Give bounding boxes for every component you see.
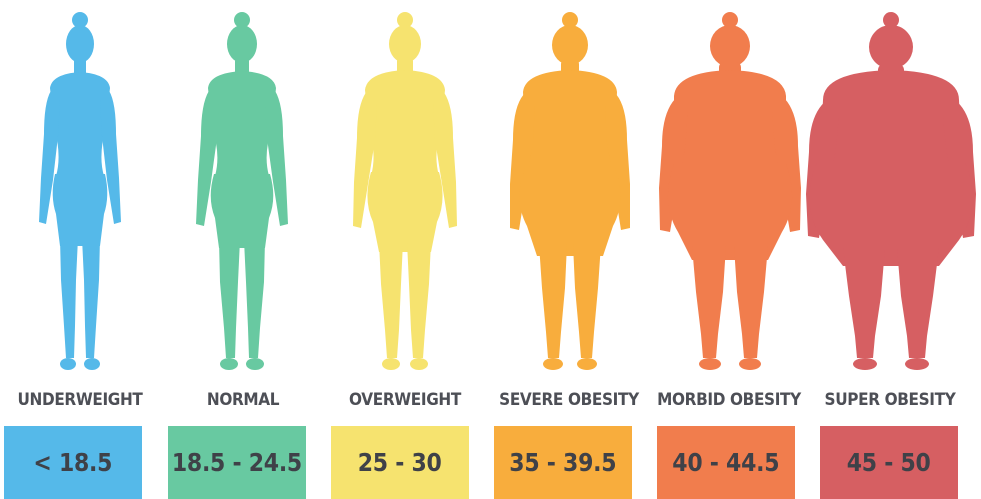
category-label-morbid-obesity: MORBID OBESITY bbox=[657, 390, 801, 410]
super-obesity-silhouette bbox=[803, 8, 979, 380]
overweight-silhouette bbox=[335, 8, 475, 380]
range-value-normal: 18.5 - 24.5 bbox=[171, 448, 303, 477]
morbid-obesity-silhouette bbox=[650, 8, 810, 380]
normal-silhouette bbox=[177, 8, 307, 380]
range-box-morbid-obesity: 40 - 44.5 bbox=[657, 426, 795, 499]
silhouette-svg bbox=[659, 12, 801, 370]
range-value-overweight: 25 - 30 bbox=[358, 448, 442, 477]
category-label-super-obesity: SUPER OBESITY bbox=[824, 390, 956, 410]
overweight-body-shape bbox=[353, 12, 457, 370]
silhouette-svg bbox=[806, 12, 976, 370]
underweight-silhouette bbox=[20, 8, 140, 380]
morbid-obesity-body-shape bbox=[659, 12, 801, 370]
range-box-super-obesity: 45 - 50 bbox=[820, 426, 958, 499]
range-value-underweight: < 18.5 bbox=[33, 448, 113, 477]
silhouette-svg bbox=[353, 12, 457, 370]
category-label-normal: NORMAL bbox=[206, 390, 280, 410]
range-box-overweight: 25 - 30 bbox=[331, 426, 469, 499]
range-box-normal: 18.5 - 24.5 bbox=[168, 426, 306, 499]
range-value-morbid-obesity: 40 - 44.5 bbox=[672, 448, 780, 477]
underweight-body-shape bbox=[39, 12, 121, 370]
silhouette-svg bbox=[39, 12, 121, 370]
category-label-overweight: OVERWEIGHT bbox=[349, 390, 461, 410]
category-label-severe-obesity: SEVERE OBESITY bbox=[499, 390, 639, 410]
normal-body-shape bbox=[196, 12, 288, 370]
super-obesity-body-shape bbox=[806, 12, 976, 370]
range-value-severe-obesity: 35 - 39.5 bbox=[509, 448, 617, 477]
range-value-super-obesity: 45 - 50 bbox=[847, 448, 931, 477]
range-box-severe-obesity: 35 - 39.5 bbox=[494, 426, 632, 499]
range-box-underweight: < 18.5 bbox=[4, 426, 142, 499]
silhouette-svg bbox=[196, 12, 288, 370]
severe-obesity-body-shape bbox=[510, 12, 630, 370]
silhouette-svg bbox=[510, 12, 630, 370]
category-label-underweight: UNDERWEIGHT bbox=[17, 390, 143, 410]
severe-obesity-silhouette bbox=[495, 8, 645, 380]
